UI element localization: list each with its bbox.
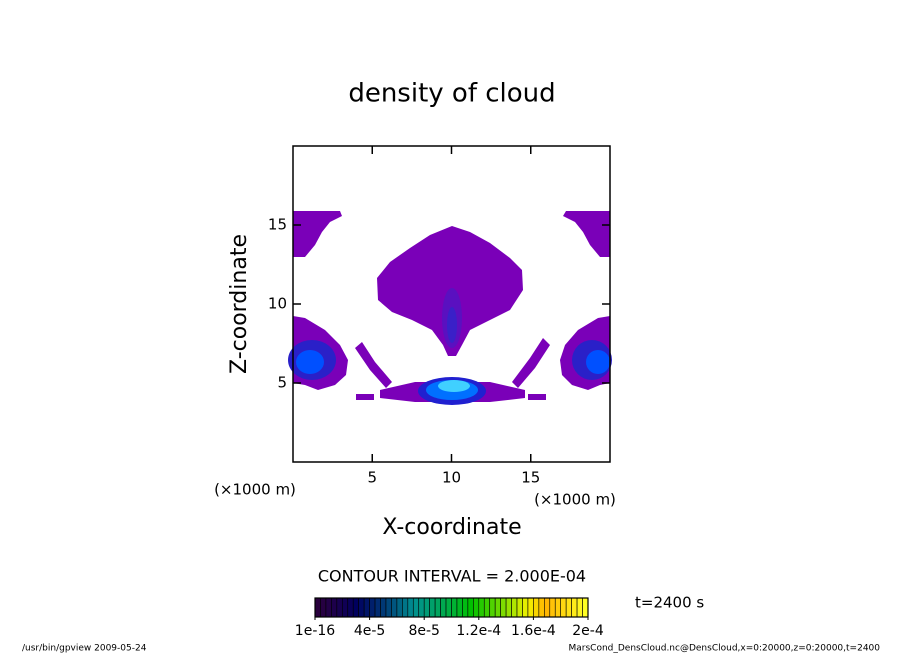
colorbar-stripe	[533, 597, 540, 618]
colorbar-stripe	[483, 597, 491, 618]
colorbar-stripe	[314, 597, 321, 618]
colorbar-stripe	[500, 597, 507, 618]
contour-interval: CONTOUR INTERVAL = 2.000E-04	[318, 567, 586, 586]
contour-field	[288, 211, 612, 405]
colorbar-stripe	[522, 597, 529, 618]
colorbar-stripe	[478, 597, 485, 618]
x-axis-label: X-coordinate	[382, 515, 521, 540]
contour-region	[293, 211, 342, 257]
colorbar-stripe	[554, 597, 561, 618]
colorbar-tick-label: 2e-4	[572, 623, 604, 639]
footer-right: MarsCond_DensCloud.nc@DensCloud,x=0:2000…	[569, 644, 881, 654]
colorbar-stripe	[407, 597, 414, 618]
colorbar-stripe	[467, 597, 474, 618]
contour-region	[563, 211, 610, 257]
colorbar-stripe	[320, 597, 327, 618]
y-tick-label: 5	[277, 374, 287, 392]
contour-region	[586, 350, 610, 374]
colorbar-stripe	[576, 597, 583, 618]
contour-region	[296, 350, 324, 374]
colorbar: 1e-16 4e-5 8e-5 1.2e-4 1.6e-4 2e-4	[295, 597, 604, 639]
colorbar-stripe	[434, 597, 441, 618]
colorbar-tick-label: 1.2e-4	[456, 623, 501, 639]
colorbar-stripe	[527, 597, 534, 618]
y-tick-label: 10	[268, 295, 287, 313]
colorbar-stripe	[423, 597, 430, 618]
y-unit: (×1000 m)	[214, 481, 296, 499]
colorbar-stripe	[560, 597, 567, 618]
colorbar-stripe	[445, 597, 452, 618]
colorbar-stripe	[505, 597, 512, 618]
colorbar-stripe	[412, 597, 420, 618]
colorbar-stripe	[391, 597, 398, 618]
colorbar-stripe	[402, 597, 409, 618]
contour-region	[447, 307, 457, 343]
chart-title: density of cloud	[348, 79, 555, 109]
colorbar-stripe	[369, 597, 376, 618]
colorbar-frame	[314, 597, 589, 618]
colorbar-stripe	[358, 597, 365, 618]
colorbar-stripe	[511, 597, 518, 618]
contour-region	[355, 342, 392, 388]
colorbar-stripe	[341, 597, 349, 618]
x-tick-label: 5	[367, 469, 377, 487]
contour-region	[528, 394, 546, 400]
colorbar-tick-label: 1e-16	[295, 623, 335, 639]
colorbar-stripe	[385, 597, 392, 618]
colorbar-tick-label: 8e-5	[408, 623, 439, 639]
colorbar-stripe	[516, 597, 523, 618]
contour-region	[356, 394, 374, 400]
colorbar-stripe	[440, 597, 447, 618]
colorbar-stripe	[352, 597, 359, 618]
colorbar-stripe	[396, 597, 403, 618]
colorbar-stripe	[582, 597, 589, 618]
colorbar-stripe	[544, 597, 551, 618]
x-tick-label: 10	[442, 469, 461, 487]
colorbar-stripe	[538, 597, 545, 618]
colorbar-stripe	[565, 597, 572, 618]
footer-left: /usr/bin/gpview 2009-05-24	[22, 644, 147, 654]
colorbar-stripe	[380, 597, 387, 618]
y-tick-label: 15	[268, 216, 287, 234]
colorbar-stripe	[347, 597, 354, 618]
colorbar-tick-label: 1.6e-4	[511, 623, 556, 639]
colorbar-stripe	[456, 597, 463, 618]
colorbar-stripe	[473, 597, 480, 618]
colorbar-stripe	[451, 597, 458, 618]
colorbar-stripe	[331, 597, 338, 618]
colorbar-tick-label: 4e-5	[354, 623, 385, 639]
y-axis-label: Z-coordinate	[227, 234, 252, 374]
colorbar-stripe	[489, 597, 496, 618]
contour-region	[512, 338, 550, 388]
colorbar-stripe	[494, 597, 501, 618]
x-tick-label: 15	[521, 469, 540, 487]
colorbar-stripe	[429, 597, 436, 618]
colorbar-stripe	[363, 597, 370, 618]
colorbar-stripe	[325, 597, 332, 618]
time-label: t=2400 s	[635, 594, 704, 612]
colorbar-stripe	[549, 597, 556, 618]
colorbar-stripe	[374, 597, 381, 618]
colorbar-stripe	[571, 597, 578, 618]
x-unit: (×1000 m)	[534, 491, 616, 509]
colorbar-stripe	[418, 597, 425, 618]
colorbar-stripe	[462, 597, 469, 618]
contour-region	[438, 380, 470, 392]
colorbar-stripe	[336, 597, 343, 618]
